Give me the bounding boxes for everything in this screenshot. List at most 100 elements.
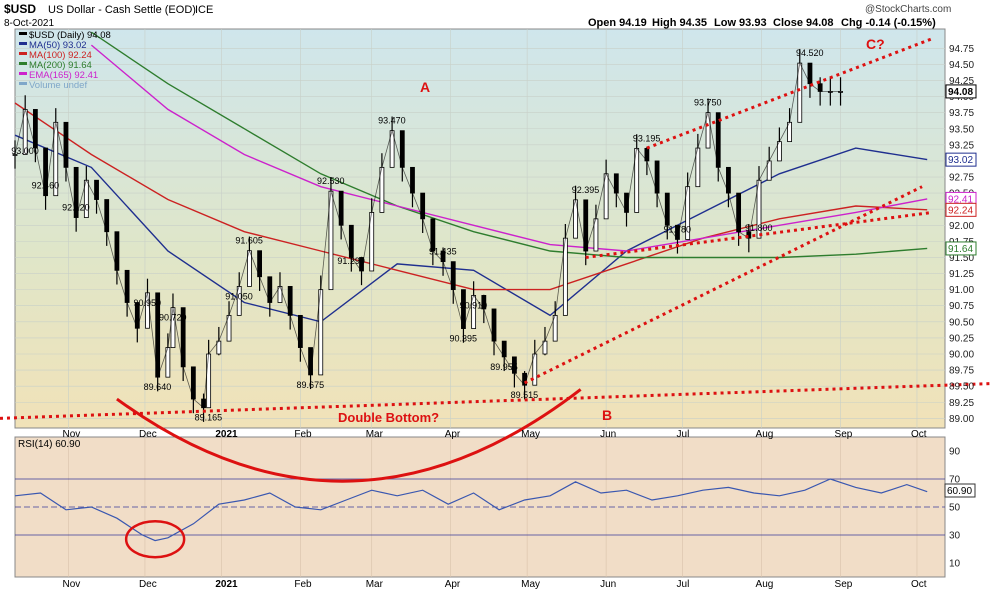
rsi-oversold-circle: [124, 519, 186, 559]
header-exchange: ICE: [195, 4, 213, 16]
price-badge-label: 93.02: [948, 155, 973, 166]
ma-line-ma50: [14, 134, 928, 323]
ma-line-ma200: [91, 31, 928, 259]
rsi-tick-label: 70: [949, 475, 961, 486]
legend-swatch: [19, 42, 27, 45]
price-badge-label: 94.08: [948, 87, 973, 98]
header-low: Low 93.93: [714, 17, 767, 29]
legend-item: $USD (Daily) 94.08: [29, 30, 111, 41]
price-point-label: 89.515: [511, 390, 539, 400]
x-label-bottom: Apr: [445, 579, 461, 590]
channel-upper-trendline: [646, 37, 933, 150]
price-point-label: 90.950: [133, 298, 161, 308]
x-label-top: Feb: [294, 429, 312, 440]
price-point-label: 93.470: [378, 116, 406, 126]
x-label-top: Oct: [911, 429, 927, 440]
header-close: Close 94.08: [773, 17, 834, 29]
annotation-double-bottom: Double Bottom?: [338, 410, 439, 425]
price-tick-label: 89.00: [949, 414, 974, 425]
header-open: Open 94.19: [588, 17, 647, 29]
legend-swatch: [19, 52, 27, 55]
price-point-label: 91.780: [663, 224, 691, 234]
ma-line-ema165: [90, 44, 928, 252]
x-label-bottom: Nov: [63, 579, 81, 590]
price-point-label: 92.120: [62, 203, 90, 213]
price-point-label: 92.530: [317, 176, 345, 186]
header-symbol: $USD: [4, 2, 36, 16]
x-label-top: Sep: [835, 429, 853, 440]
x-axis-labels: Nov Nov Dec Dec 2021 2021 Feb Feb Mar Mar Apr Apr Ma…: [63, 429, 927, 590]
x-label-bottom: Dec: [139, 579, 157, 590]
double-bottom-curve: [116, 388, 582, 483]
legend-item: MA(200) 91.64: [29, 60, 92, 71]
x-label-top: Jun: [600, 429, 616, 440]
price-point-label: 90.720: [159, 313, 187, 323]
x-label-bottom: Jul: [677, 579, 690, 590]
price-point-label: 91.605: [235, 236, 263, 246]
price-tick-label: 90.75: [949, 301, 974, 312]
header-date: 8-Oct-2021: [4, 18, 54, 29]
x-label-top: Aug: [756, 429, 774, 440]
rsi-grid: [15, 437, 945, 577]
trend-lines: [0, 37, 990, 420]
price-tick-label: 90.50: [949, 317, 974, 328]
price-point-label: 89.955: [490, 362, 518, 372]
rsi-tick-label: 50: [949, 503, 961, 514]
price-badge-box: [945, 202, 977, 217]
legend-swatch: [19, 62, 27, 65]
header-high: High 94.35: [652, 17, 707, 29]
price-point-labels: 93.000 92.460 92.120 90.950 89.640 90.720 89.1…: [11, 48, 823, 423]
x-label-top: Dec: [139, 429, 157, 440]
price-axis-ticks: 89.00 89.25 89.50 89.75 90.00 90.25 90.50 90.75…: [949, 44, 974, 425]
x-label-top: Mar: [366, 429, 384, 440]
legend-item: EMA(165) 92.41: [29, 70, 98, 81]
price-tick-label: 90.00: [949, 349, 974, 360]
legend-swatch: [19, 72, 27, 75]
annotation-a: A: [420, 79, 430, 95]
price-badge-box: [945, 241, 977, 256]
source-label: @StockCharts.com: [865, 4, 951, 15]
price-tick-label: 89.50: [949, 382, 974, 393]
price-tick-label: 93.25: [949, 140, 974, 151]
price-point-label: 91.800: [745, 223, 773, 233]
price-point-label: 91.290: [337, 256, 365, 266]
price-tick-label: 89.75: [949, 366, 974, 377]
rsi-axis-ticks: 10 30 50 70 90: [949, 447, 961, 570]
annotation-b: B: [602, 407, 612, 423]
price-tick-label: 90.25: [949, 333, 974, 344]
price-tick-label: 94.50: [949, 60, 974, 71]
x-label-bottom: Oct: [911, 579, 927, 590]
header-chg: Chg -0.14 (-0.15%): [841, 17, 936, 29]
double-bottom-arc: [116, 388, 582, 483]
price-tick-label: 94.25: [949, 76, 974, 87]
price-line: [14, 61, 841, 409]
x-label-bottom: May: [521, 579, 540, 590]
price-point-label: 92.460: [32, 181, 60, 191]
annotation-c: C?: [866, 36, 885, 52]
price-point-label: 89.165: [195, 413, 223, 423]
price-point-label: 93.195: [633, 133, 661, 143]
legend-item: MA(100) 92.24: [29, 50, 92, 61]
price-badge-box: [945, 152, 977, 167]
x-label-top: May: [521, 429, 540, 440]
x-label-bottom: Jun: [600, 579, 616, 590]
price-tick-label: 91.00: [949, 285, 974, 296]
price-tick-label: 89.25: [949, 398, 974, 409]
price-tick-label: 92.00: [949, 221, 974, 232]
price-series: [12, 48, 843, 422]
price-point-label: 90.395: [449, 334, 477, 344]
price-point-label: 92.395: [572, 185, 600, 195]
x-label-top: Jul: [677, 429, 690, 440]
price-candle: [206, 353, 212, 409]
x-label-top: Apr: [445, 429, 461, 440]
x-label-bottom: Mar: [366, 579, 384, 590]
price-point-label: 91.050: [225, 291, 253, 301]
rsi-label: RSI(14) 60.90: [18, 439, 81, 450]
price-point-label: 93.750: [694, 98, 722, 108]
rsi-badge-box: [944, 483, 976, 498]
price-tick-label: 92.75: [949, 173, 974, 184]
